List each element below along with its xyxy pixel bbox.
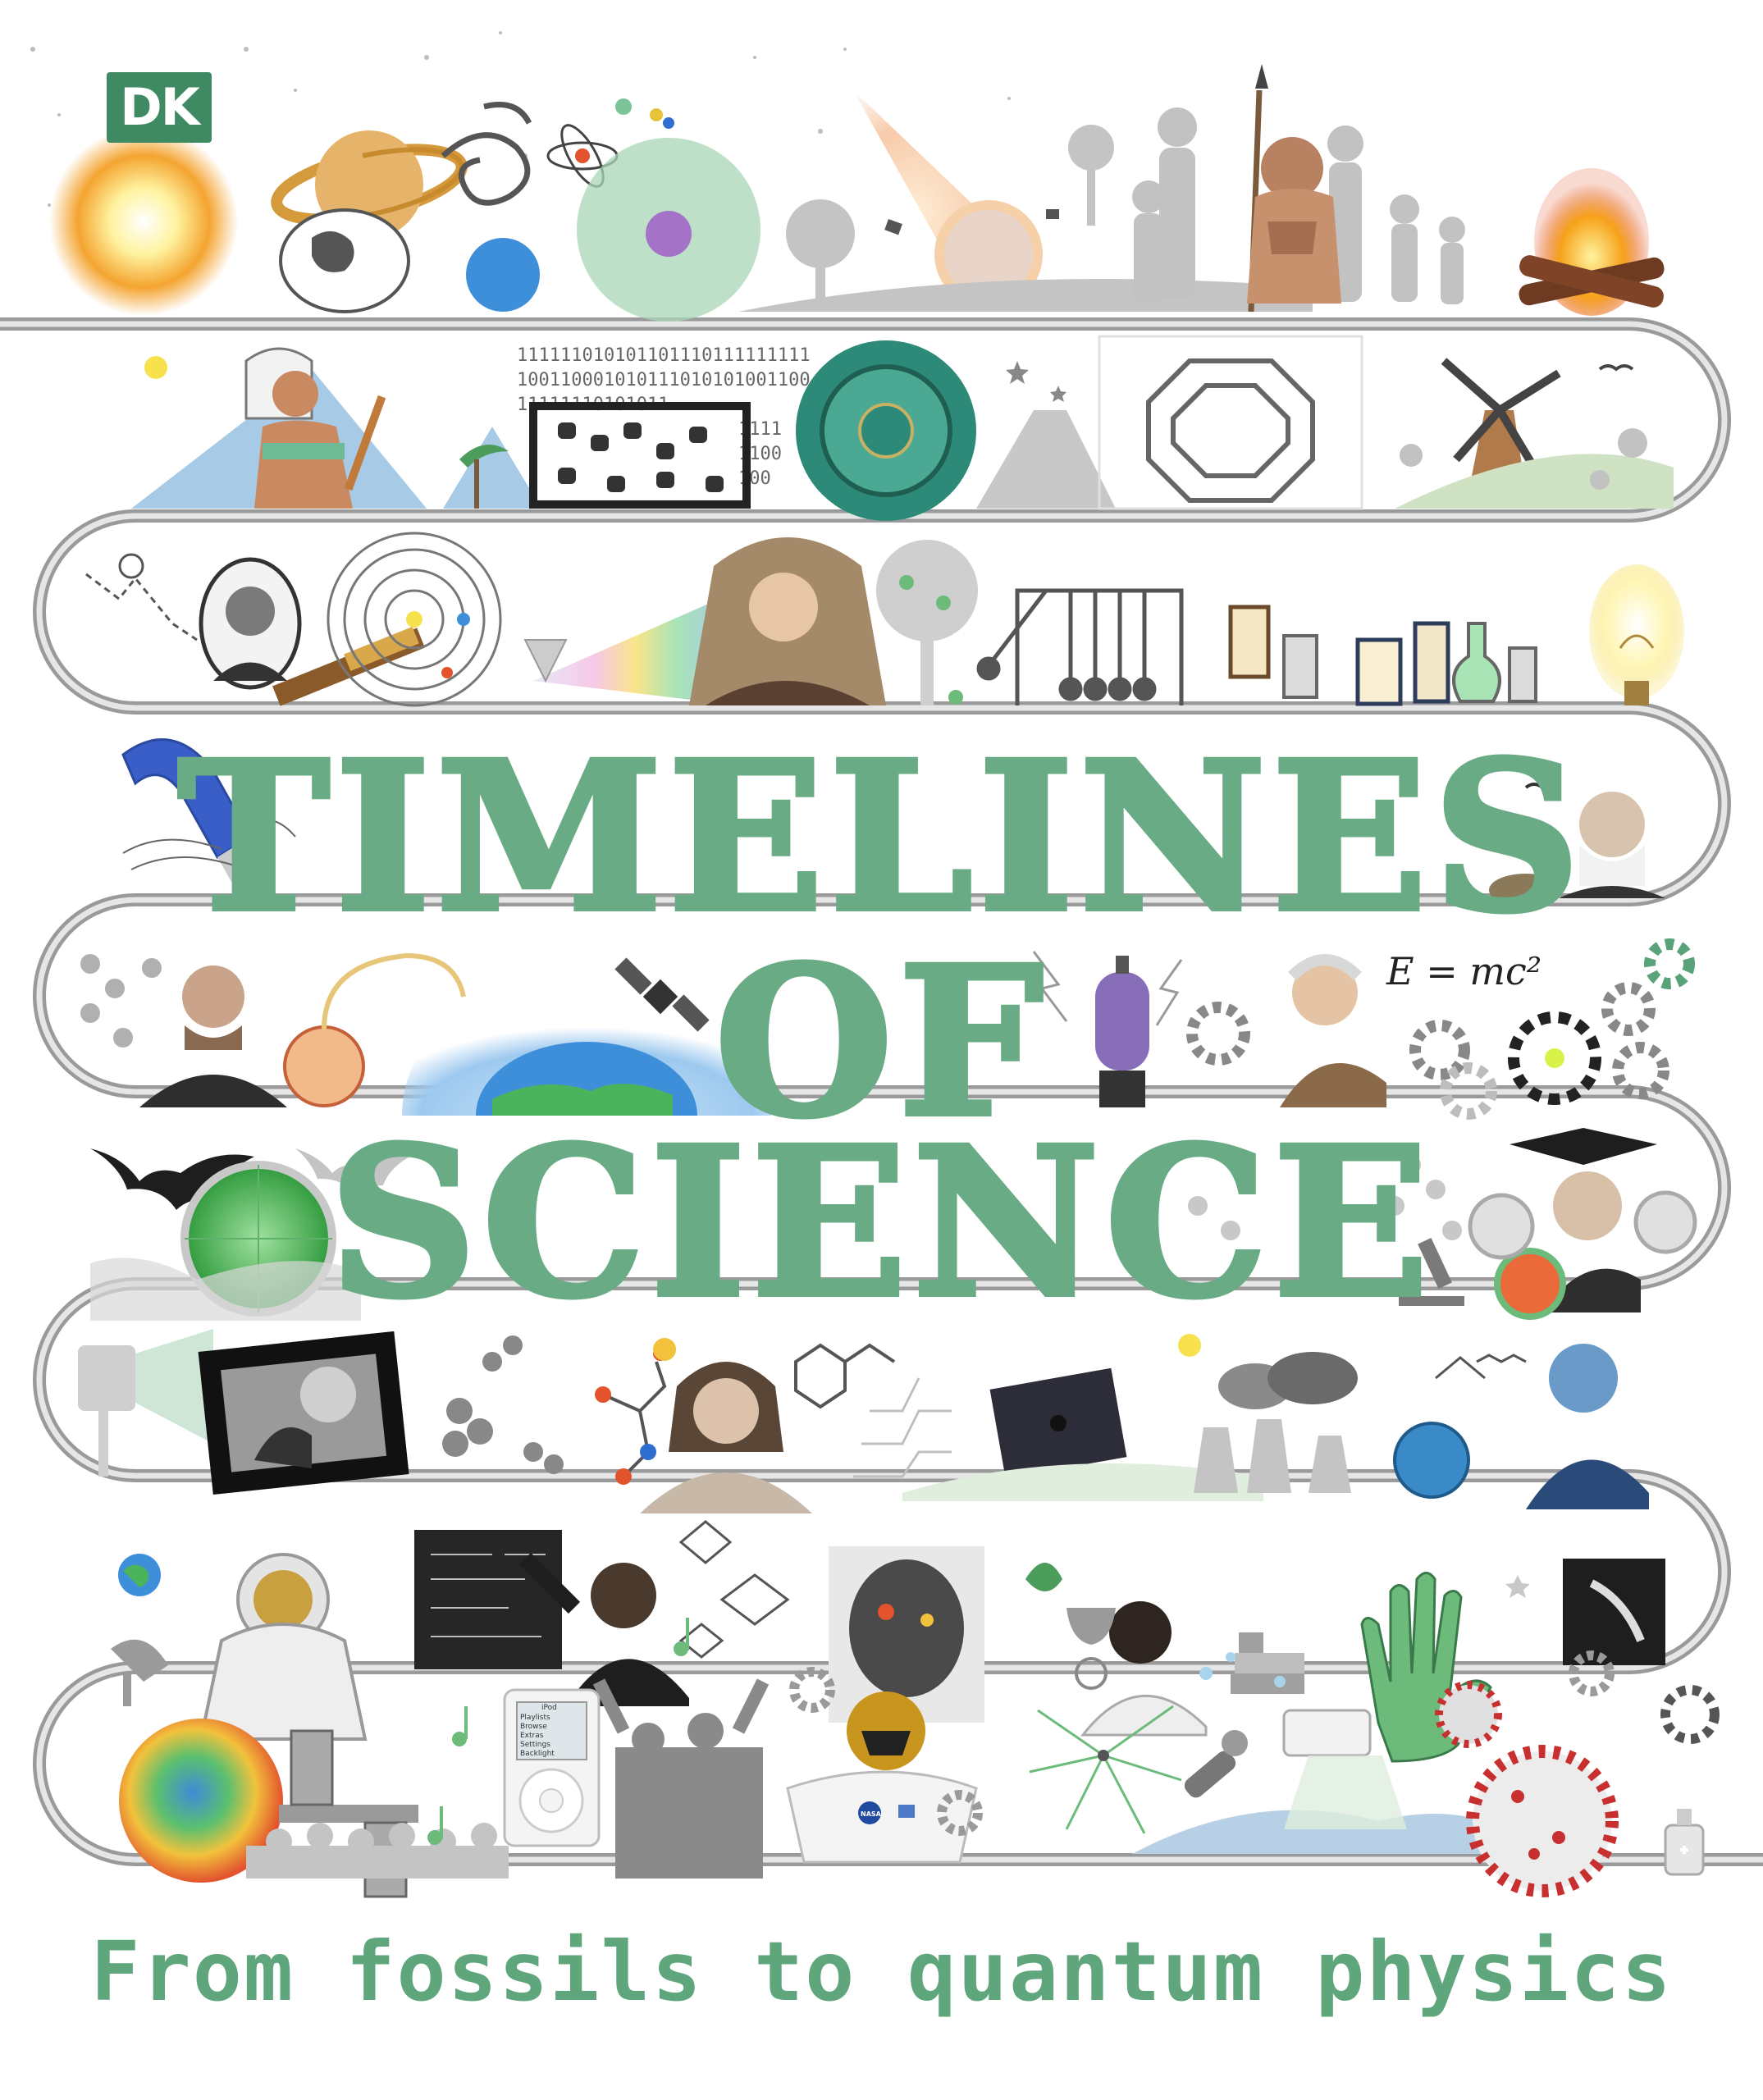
microscope-icon bbox=[1399, 1238, 1464, 1306]
palm-icon bbox=[459, 445, 509, 509]
apple-tree-icon bbox=[876, 540, 978, 705]
feynman-portrait bbox=[1526, 1344, 1649, 1509]
row-cosmos-prehistory bbox=[30, 31, 1665, 322]
galileo-portrait bbox=[199, 557, 302, 690]
dk-logo: DK bbox=[107, 72, 212, 143]
campfire-icon bbox=[1519, 168, 1665, 316]
svg-text:100110001010111010101001100: 100110001010111010101001100 bbox=[517, 370, 811, 390]
title-line-3: SCIENCE bbox=[327, 1102, 1435, 1343]
crowd-silhouettes bbox=[246, 1678, 770, 1879]
constellation-icon bbox=[85, 553, 198, 641]
music-note-icons bbox=[427, 1618, 689, 1845]
earth-orbit-icon bbox=[279, 208, 540, 313]
row-space-age bbox=[111, 1520, 1665, 1763]
darwin-portrait bbox=[1559, 792, 1665, 898]
satellite-icon bbox=[614, 957, 710, 1032]
title-line-1: TIMELINES bbox=[175, 716, 1586, 957]
pasteur-portrait bbox=[139, 966, 287, 1107]
row-twentieth-century bbox=[78, 1329, 1649, 1513]
circuit-lines-icon bbox=[853, 1377, 952, 1478]
row-modern-physics: E = mc² bbox=[80, 938, 1695, 1120]
windmill-icon bbox=[1441, 358, 1561, 492]
timeline-track bbox=[0, 317, 1763, 1866]
satellite-dish-icon bbox=[111, 1639, 168, 1706]
curie-portrait bbox=[1510, 1128, 1657, 1312]
coronavirus-icon bbox=[1435, 1681, 1619, 1897]
sanitizer-bottle-icon bbox=[1664, 1809, 1705, 1876]
abacus-icon bbox=[529, 402, 751, 509]
robonaut-icon: NASA bbox=[786, 1691, 978, 1864]
svg-text:111111010101101110111111111: 111111010101101110111111111 bbox=[517, 345, 811, 366]
tortoise-icon bbox=[1489, 874, 1563, 906]
neanderthal-icon bbox=[1247, 64, 1341, 313]
row-twenty-first-century: iPod Playlists Browse Extras Settings Ba… bbox=[119, 1618, 1720, 1898]
dk-logo-text: DK bbox=[120, 77, 200, 137]
mortar-icon bbox=[1066, 1608, 1116, 1645]
galaxy-icon bbox=[441, 102, 532, 206]
aztec-calendar-icon bbox=[796, 340, 976, 521]
buckyball-icon bbox=[1393, 1422, 1470, 1499]
step-pyramid-icon bbox=[976, 410, 1116, 509]
subtitle: From fossils to quantum physics bbox=[90, 1924, 1673, 2020]
svg-text:Backlight: Backlight bbox=[520, 1750, 555, 1758]
row-magnetism-evolution bbox=[121, 738, 1665, 906]
row-ancient-civilisations: 111111010101101110111111111 100110001010… bbox=[131, 335, 1674, 521]
diver-icon bbox=[1184, 1730, 1248, 1798]
particle-collision-icon bbox=[1029, 1705, 1182, 1834]
star-cluster bbox=[1006, 361, 1066, 402]
equation-text: E = mc² bbox=[1386, 949, 1541, 993]
newton-portrait bbox=[689, 537, 886, 705]
blackboard-icon bbox=[414, 1530, 562, 1669]
vacuum-tube-icon bbox=[1095, 956, 1149, 1107]
binary-text: 111111010101101110111111111 100110001010… bbox=[517, 345, 811, 489]
lightning-icon bbox=[1032, 951, 1183, 1026]
svg-text:Playlists: Playlists bbox=[520, 1714, 550, 1722]
power-station-icon bbox=[1194, 1352, 1358, 1493]
telescope-icon bbox=[272, 626, 425, 706]
newtons-cradle-icon bbox=[976, 588, 1184, 705]
ocean-probe-icon bbox=[1282, 1709, 1407, 1829]
row-scientific-revolution bbox=[85, 532, 1684, 707]
prism-light-icon bbox=[533, 591, 738, 705]
book-stack-icon bbox=[1231, 1632, 1304, 1694]
mars-topography-icon bbox=[119, 1719, 283, 1883]
svg-text:NASA: NASA bbox=[861, 1810, 882, 1818]
scientist-woman-portrait bbox=[518, 1552, 689, 1706]
gear-icons-row9 bbox=[789, 1650, 1720, 1836]
lattice-pattern-icon bbox=[1098, 335, 1363, 510]
microchip-icon bbox=[989, 1367, 1127, 1479]
astronaut-icon bbox=[199, 1553, 368, 1741]
solar-system-orbits-icon bbox=[327, 532, 502, 707]
swan-neck-flask-icon bbox=[283, 952, 466, 1107]
franklin-portrait bbox=[640, 1362, 812, 1513]
row-medicine-biology bbox=[90, 1128, 1697, 1321]
film-strip-icon bbox=[198, 1331, 409, 1495]
svg-text:Settings: Settings bbox=[520, 1741, 550, 1749]
brain-scan-icon bbox=[829, 1546, 984, 1723]
svg-text:Extras: Extras bbox=[520, 1732, 544, 1740]
ipod-icon: iPod Playlists Browse Extras Settings Ba… bbox=[503, 1688, 601, 1847]
egyptian-scribe-icon bbox=[244, 347, 386, 509]
einstein-portrait bbox=[1280, 954, 1386, 1107]
meteor-icon bbox=[853, 90, 1059, 308]
chemistry-bottles-icon bbox=[1228, 605, 1537, 706]
comet-photo-icon bbox=[1563, 1559, 1665, 1665]
petri-dish-icon bbox=[1494, 1248, 1566, 1320]
light-bulb-icon bbox=[1589, 564, 1684, 705]
leaf-icon bbox=[1025, 1563, 1062, 1591]
nuclear-fission-icon bbox=[442, 1335, 564, 1474]
svg-text:Browse: Browse bbox=[520, 1723, 547, 1731]
big-bang-icon bbox=[49, 127, 238, 316]
feynman-diagram-icon bbox=[1435, 1354, 1527, 1380]
title-line-2: OF bbox=[712, 921, 1049, 1162]
network-graph-icon bbox=[678, 1520, 790, 1659]
horseshoe-magnet-icon bbox=[121, 738, 253, 860]
chemist-woman-portrait bbox=[1075, 1601, 1208, 1737]
svg-text:iPod: iPod bbox=[541, 1704, 557, 1712]
gear-cluster-icon bbox=[1186, 938, 1695, 1120]
spotlight-icon bbox=[78, 1329, 213, 1477]
